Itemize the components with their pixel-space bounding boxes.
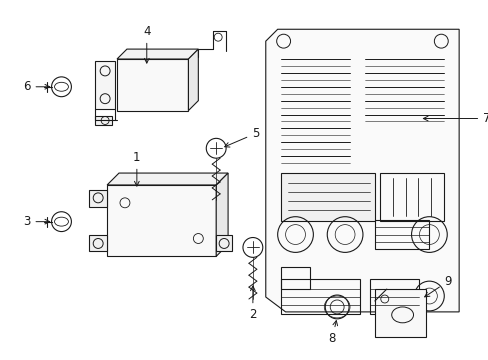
- Text: 6: 6: [23, 80, 50, 93]
- Polygon shape: [95, 116, 112, 125]
- Polygon shape: [107, 173, 227, 185]
- Text: 7: 7: [423, 112, 488, 125]
- Polygon shape: [188, 49, 198, 111]
- Bar: [374, 289, 426, 337]
- Text: 2: 2: [248, 286, 256, 321]
- Polygon shape: [216, 235, 232, 251]
- Polygon shape: [117, 49, 198, 59]
- Text: 5: 5: [224, 127, 259, 147]
- Text: 4: 4: [142, 25, 150, 63]
- Text: 3: 3: [23, 215, 50, 228]
- Bar: [379, 173, 444, 221]
- Bar: [117, 59, 188, 111]
- Bar: [107, 185, 216, 256]
- Polygon shape: [265, 29, 458, 312]
- Polygon shape: [89, 235, 107, 251]
- Bar: [280, 267, 310, 289]
- Bar: [280, 279, 359, 314]
- Polygon shape: [95, 61, 115, 109]
- Polygon shape: [89, 190, 107, 207]
- Bar: [280, 173, 374, 221]
- Text: 9: 9: [424, 275, 451, 297]
- Text: 1: 1: [133, 151, 141, 186]
- Polygon shape: [216, 173, 227, 256]
- Text: 8: 8: [328, 321, 337, 345]
- Bar: [369, 279, 419, 314]
- Bar: [374, 220, 428, 249]
